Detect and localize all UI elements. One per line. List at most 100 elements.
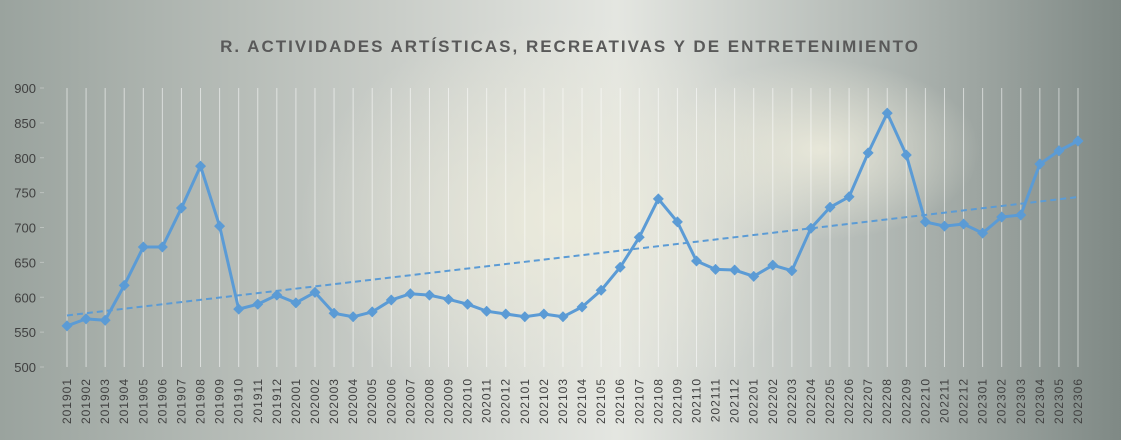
data-point xyxy=(824,201,836,213)
data-point xyxy=(252,298,264,310)
x-tick-label: 201911 xyxy=(251,378,265,423)
x-tick-label: 201902 xyxy=(79,378,93,424)
y-tick-label: 900 xyxy=(14,81,36,96)
data-point xyxy=(481,305,493,317)
data-point xyxy=(595,284,607,296)
data-point xyxy=(309,286,321,298)
x-tick-label: 202103 xyxy=(556,378,570,424)
y-tick-label: 550 xyxy=(14,325,36,340)
data-point xyxy=(1072,135,1084,147)
x-tick-label: 202205 xyxy=(823,378,837,424)
y-tick-label: 700 xyxy=(14,221,36,236)
data-point xyxy=(996,211,1008,223)
data-point xyxy=(61,320,73,332)
data-point xyxy=(919,216,931,228)
data-point xyxy=(214,220,226,232)
x-tick-label: 202301 xyxy=(976,378,990,424)
x-tick-label: 202007 xyxy=(403,378,417,424)
x-tick-label: 201905 xyxy=(136,378,150,424)
data-point xyxy=(175,202,187,214)
x-tick-label: 201903 xyxy=(98,378,112,424)
data-point xyxy=(366,306,378,318)
data-point xyxy=(404,288,416,300)
data-point xyxy=(195,160,207,172)
data-point xyxy=(156,241,168,253)
x-tick-label: 202001 xyxy=(289,378,303,424)
x-tick-label: 202006 xyxy=(384,378,398,424)
series-line xyxy=(66,109,1079,328)
x-tick-label: 201901 xyxy=(60,378,74,424)
x-tick-label: 202105 xyxy=(594,378,608,424)
data-point xyxy=(938,220,950,232)
data-point xyxy=(843,191,855,203)
x-tick-label: 202303 xyxy=(1014,378,1028,424)
x-tick-label: 201904 xyxy=(117,378,131,424)
data-point xyxy=(958,218,970,230)
x-tick-label: 202112 xyxy=(728,378,742,423)
background-glow xyxy=(660,60,980,240)
data-point xyxy=(862,147,874,159)
x-tick-label: 201908 xyxy=(194,378,208,424)
x-tick-label: 202206 xyxy=(842,378,856,424)
data-point xyxy=(538,308,550,320)
data-point xyxy=(671,216,683,228)
x-tick-label: 202011 xyxy=(480,378,494,423)
data-point xyxy=(710,263,722,275)
data-point xyxy=(1034,158,1046,170)
y-tick-label: 850 xyxy=(14,116,36,131)
x-tick-label: 202207 xyxy=(861,378,875,424)
data-point xyxy=(652,193,664,205)
data-point xyxy=(900,149,912,161)
data-point xyxy=(385,294,397,306)
data-point xyxy=(443,293,455,305)
x-tick-label: 202107 xyxy=(632,378,646,424)
x-tick-label: 202304 xyxy=(1033,378,1047,424)
chart-title: R. ACTIVIDADES ARTÍSTICAS, RECREATIVAS Y… xyxy=(220,37,920,56)
x-tick-label: 202101 xyxy=(518,378,532,424)
x-tick-label: 202209 xyxy=(899,378,913,424)
data-point xyxy=(690,255,702,267)
x-tick-label: 202109 xyxy=(670,378,684,424)
x-tick-label: 201907 xyxy=(174,378,188,424)
x-tick-label: 202010 xyxy=(461,378,475,424)
x-tick-label: 201912 xyxy=(270,378,284,424)
data-point xyxy=(233,303,245,315)
data-point xyxy=(347,311,359,323)
data-point xyxy=(290,297,302,309)
data-point xyxy=(748,270,760,282)
data-point xyxy=(977,227,989,239)
data-point xyxy=(786,265,798,277)
x-tick-label: 202004 xyxy=(346,378,360,424)
x-tick-label: 202203 xyxy=(785,378,799,424)
x-tick-label: 202002 xyxy=(308,378,322,424)
x-tick-label: 201910 xyxy=(232,378,246,424)
x-tick-label: 202102 xyxy=(537,378,551,424)
x-tick-label: 202009 xyxy=(442,378,456,424)
data-point xyxy=(633,231,645,243)
data-point xyxy=(576,301,588,313)
data-point xyxy=(118,279,130,291)
x-tick-label: 202204 xyxy=(804,378,818,424)
y-tick-label: 800 xyxy=(14,151,36,166)
x-tick-label: 202104 xyxy=(575,378,589,424)
x-tick-label: 202211 xyxy=(937,378,951,423)
data-point xyxy=(767,259,779,271)
data-point xyxy=(729,264,741,276)
y-tick-label: 500 xyxy=(14,360,36,375)
x-tick-label: 202012 xyxy=(499,378,513,424)
y-tick-label: 600 xyxy=(14,290,36,305)
x-tick-label: 202305 xyxy=(1052,378,1066,424)
data-point xyxy=(881,107,893,119)
x-tick-label: 201906 xyxy=(155,378,169,424)
x-tick-label: 202208 xyxy=(880,378,894,424)
x-tick-label: 202306 xyxy=(1071,378,1085,424)
x-tick-label: 202201 xyxy=(747,378,761,424)
x-tick-label: 202106 xyxy=(613,378,627,424)
data-point xyxy=(271,289,283,301)
x-tick-label: 202111 xyxy=(709,378,723,422)
data-point xyxy=(423,289,435,301)
data-point xyxy=(80,313,92,325)
x-tick-label: 202008 xyxy=(422,378,436,424)
data-point xyxy=(99,314,111,326)
